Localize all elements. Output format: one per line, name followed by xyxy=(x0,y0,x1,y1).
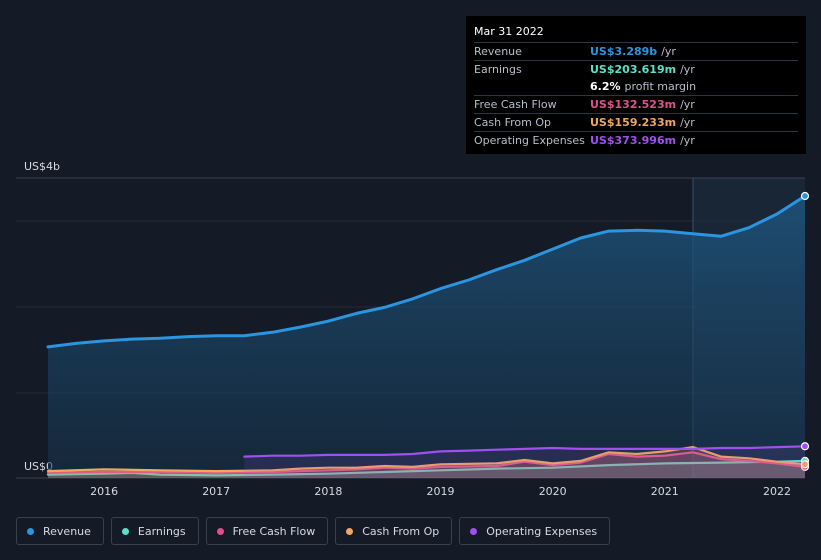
tooltip-row-free-cash-flow: Free Cash Flow US$132.523m /yr xyxy=(474,95,798,113)
legend-item-free-cash-flow[interactable]: Free Cash Flow xyxy=(205,517,329,545)
x-tick-label: 2021 xyxy=(651,485,679,498)
legend-label: Cash From Op xyxy=(362,524,440,538)
tooltip-row-revenue: Revenue US$3.289b /yr xyxy=(474,42,798,60)
legend-item-earnings[interactable]: Earnings xyxy=(110,517,199,545)
legend-dot-icon xyxy=(216,527,224,535)
x-tick-label: 2017 xyxy=(202,485,230,498)
tooltip-unit: /yr xyxy=(661,45,676,58)
x-tick-label: 2020 xyxy=(539,485,567,498)
legend-item-operating-expenses[interactable]: Operating Expenses xyxy=(459,517,611,545)
operating-expenses-end-point xyxy=(800,442,810,451)
legend-dot-icon xyxy=(27,527,34,535)
y-axis-bottom-label: US$0 xyxy=(24,460,53,473)
x-tick-label: 2016 xyxy=(90,485,118,498)
tooltip-unit: profit margin xyxy=(624,80,697,93)
legend-label: Earnings xyxy=(137,524,186,538)
tooltip-value: US$203.619m xyxy=(590,63,677,76)
tooltip-unit: /yr xyxy=(680,63,695,76)
legend-dot-icon xyxy=(346,527,354,535)
x-tick-label: 2022 xyxy=(763,485,791,498)
legend-item-revenue[interactable]: Revenue xyxy=(16,517,104,545)
tooltip-value: US$132.523m xyxy=(590,98,677,111)
operating-expenses-line xyxy=(243,445,807,458)
data-tooltip: Mar 31 2022 Revenue US$3.289b /yr Earnin… xyxy=(466,16,806,154)
tooltip-row-operating-expenses: Operating Expenses US$373.996m /yr xyxy=(474,131,798,149)
revenue-end-point xyxy=(800,191,810,201)
free-cash-flow-area xyxy=(48,452,805,478)
tooltip-row-profit-margin: 6.2% profit margin xyxy=(474,78,798,95)
y-axis-top-label: US$4b xyxy=(24,160,60,173)
tooltip-value: 6.2% xyxy=(590,80,621,93)
cash-from-op-end-point xyxy=(800,460,810,469)
earnings-line xyxy=(46,459,807,477)
series-layer xyxy=(46,191,810,478)
tooltip-label: Revenue xyxy=(474,45,522,58)
legend-dot-icon xyxy=(470,527,478,535)
tooltip-row-earnings: Earnings US$203.619m /yr xyxy=(474,60,798,78)
tooltip-unit: /yr xyxy=(680,98,695,111)
legend-label: Free Cash Flow xyxy=(232,524,316,538)
operating-expenses-area xyxy=(244,446,806,478)
revenue-area xyxy=(48,196,805,478)
free-cash-flow-line xyxy=(46,451,807,474)
tooltip-unit: /yr xyxy=(680,134,695,147)
cash-from-op-area xyxy=(48,447,805,478)
tooltip-date: Mar 31 2022 xyxy=(474,25,544,38)
tooltip-label: Earnings xyxy=(474,63,522,76)
tooltip-unit: /yr xyxy=(680,116,695,129)
legend-label: Revenue xyxy=(43,524,91,538)
financial-chart: US$4b US$0 2016 2017 2018 2019 2020 2021 2022 xyxy=(16,160,810,498)
tooltip-value: US$373.996m xyxy=(590,134,677,147)
legend-item-cash-from-op[interactable]: Cash From Op xyxy=(335,517,453,545)
chart-legend: Revenue Earnings Free Cash Flow Cash Fro… xyxy=(16,517,611,547)
cash-from-op-line xyxy=(46,446,807,473)
revenue-line xyxy=(46,194,807,349)
legend-label: Operating Expenses xyxy=(486,524,598,538)
x-tick-layer: 2016 2017 2018 2019 2020 2021 2022 xyxy=(90,485,791,498)
legend-dot-icon xyxy=(121,527,129,535)
tooltip-value: US$3.289b xyxy=(590,45,658,58)
x-tick-label: 2019 xyxy=(427,485,455,498)
x-tick-label: 2018 xyxy=(314,485,342,498)
tooltip-label: Cash From Op xyxy=(474,116,552,129)
tooltip-row-cash-from-op: Cash From Op US$159.233m /yr xyxy=(474,113,798,131)
tooltip-label: Operating Expenses xyxy=(474,134,585,147)
tooltip-value: US$159.233m xyxy=(590,116,677,129)
tooltip-label: Free Cash Flow xyxy=(474,98,557,111)
